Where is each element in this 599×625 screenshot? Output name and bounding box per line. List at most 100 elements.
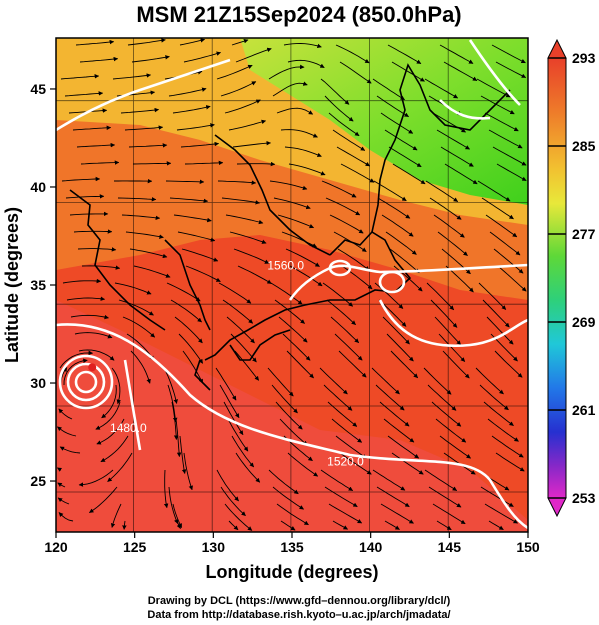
height-contours	[56, 39, 528, 530]
streamline	[491, 435, 524, 458]
colorbar: 293 285 277 269 261 253	[547, 38, 596, 518]
streamline	[176, 520, 181, 530]
streamline	[272, 81, 308, 97]
streamline	[177, 231, 216, 242]
streamline	[182, 350, 204, 384]
streamline	[492, 146, 527, 166]
streamline	[171, 401, 179, 440]
streamline	[287, 59, 325, 68]
streamline	[275, 401, 303, 430]
streamline	[231, 39, 249, 46]
streamline	[75, 39, 115, 46]
streamline	[388, 146, 422, 168]
streamline	[435, 418, 467, 443]
streamline	[376, 486, 410, 508]
streamline	[322, 282, 354, 307]
streamline	[333, 231, 367, 252]
streamline	[426, 282, 455, 311]
streamline	[321, 180, 357, 198]
streamline	[96, 418, 125, 445]
streamline	[166, 282, 201, 302]
streamline	[272, 486, 304, 510]
streamline	[112, 73, 152, 80]
streamline	[379, 401, 410, 427]
streamline	[424, 469, 458, 491]
streamline	[179, 38, 206, 46]
streamline	[168, 486, 179, 525]
streamline	[219, 384, 240, 419]
streamline	[442, 350, 470, 379]
streamline	[477, 180, 511, 202]
streamline	[494, 350, 523, 378]
streamline	[437, 231, 468, 256]
streamline	[100, 435, 129, 463]
streamline	[287, 452, 319, 477]
streamline	[327, 401, 358, 427]
streamline	[58, 408, 73, 420]
streamline	[227, 418, 249, 452]
streamline	[434, 316, 462, 346]
streamline	[81, 265, 121, 270]
streamline	[229, 231, 267, 244]
streamline	[325, 197, 361, 216]
x-tick-label: 135	[280, 539, 304, 555]
streamline	[61, 176, 101, 182]
streamline	[439, 44, 474, 64]
streamline	[372, 78, 405, 101]
streamline	[274, 299, 305, 324]
streamline	[384, 129, 418, 151]
streamline	[223, 401, 244, 436]
streamline	[495, 61, 527, 79]
streamline	[431, 401, 462, 427]
temperature-field-core	[56, 300, 528, 532]
y-axis-label: Latitude (degrees)	[2, 207, 22, 363]
streamline	[65, 194, 105, 199]
streamline	[391, 61, 425, 82]
streamline	[436, 129, 470, 150]
streamline	[95, 401, 121, 430]
streamline	[228, 520, 239, 531]
colorbar-tick-label: 253	[572, 490, 596, 506]
streamline	[335, 435, 367, 459]
streamline	[489, 231, 521, 256]
streamline	[79, 56, 119, 63]
streamline	[175, 418, 182, 458]
streamline	[269, 180, 308, 190]
streamline	[391, 452, 424, 475]
streamline	[444, 163, 478, 185]
streamline	[278, 316, 308, 343]
streamline	[375, 384, 405, 411]
streamline	[122, 520, 127, 530]
streamline	[221, 197, 260, 205]
streamline	[181, 248, 219, 262]
streamline	[377, 197, 411, 219]
y-tick-label: 25	[30, 473, 46, 489]
credit-drawing: Drawing by DCL (https://www.gfd–dennou.o…	[148, 595, 451, 607]
y-axis-ticks: 25 30 35 40 45	[30, 81, 56, 489]
map-grid	[56, 38, 528, 532]
streamline	[173, 214, 212, 223]
streamline	[110, 503, 122, 528]
y-tick-label: 45	[30, 81, 46, 97]
x-axis-label: Longitude (degrees)	[205, 562, 378, 582]
streamline	[485, 214, 518, 238]
streamline	[237, 265, 272, 284]
streamline	[481, 197, 514, 220]
streamline	[280, 129, 318, 138]
y-tick-label: 30	[30, 375, 46, 391]
streamline	[170, 299, 202, 323]
streamline	[78, 469, 114, 487]
streamline	[491, 44, 526, 64]
streamline	[283, 43, 322, 49]
streamline	[130, 350, 151, 384]
streamline	[63, 358, 88, 386]
streamline	[326, 299, 356, 326]
streamline	[167, 384, 178, 423]
streamline	[495, 452, 525, 472]
streamline	[124, 125, 164, 131]
streamline	[374, 282, 404, 309]
x-tick-label: 145	[438, 539, 462, 555]
x-tick-label: 150	[516, 539, 540, 555]
contour-labels: 1560.0 1480.0 1520.0	[110, 258, 364, 468]
streamline	[57, 426, 77, 437]
